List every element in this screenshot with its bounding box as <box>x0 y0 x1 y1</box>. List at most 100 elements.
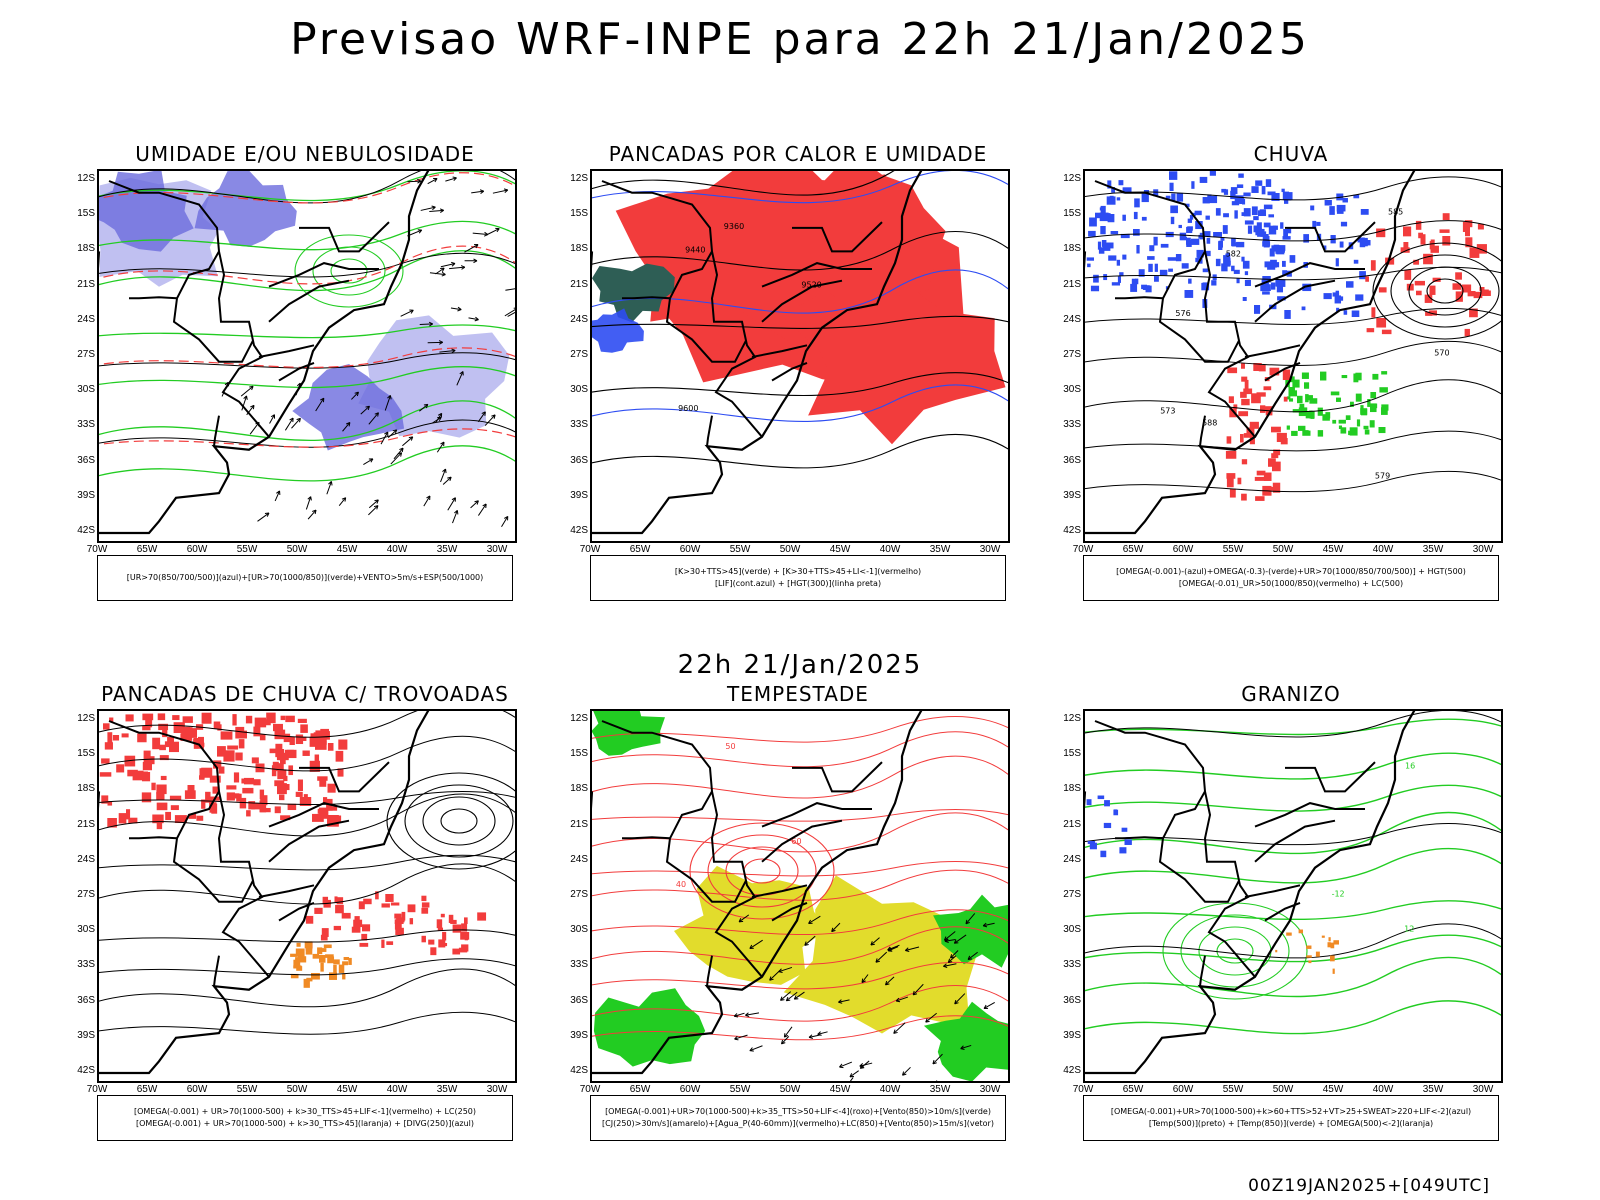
instability-area-green <box>592 263 675 323</box>
thunderstorm-area-orange <box>327 956 335 964</box>
thunderstorm-area-red <box>217 746 226 757</box>
omega-area-green <box>1299 403 1305 410</box>
omega-area-blue <box>1236 241 1245 248</box>
wind-vector <box>428 321 433 327</box>
thunderstorm-area-red <box>407 904 416 913</box>
omega-area-blue <box>1253 216 1259 221</box>
omega-area-blue <box>1099 212 1109 222</box>
thunderstorm-area-orange <box>303 978 310 988</box>
wind-vector <box>967 951 978 960</box>
rain-area-red <box>1403 242 1409 252</box>
map-canvas <box>99 711 515 1075</box>
lat-tick-label: 33S <box>1063 419 1081 431</box>
lon-tick-label: 30W <box>486 544 508 555</box>
omega-area-blue <box>1287 228 1292 234</box>
omega-area-blue <box>1194 210 1202 216</box>
thunderstorm-area-red <box>266 712 276 724</box>
wind-vector <box>423 495 431 507</box>
wind-vector <box>270 414 275 419</box>
border-line <box>771 901 808 922</box>
water-contour-red <box>592 731 1008 768</box>
wind-vector <box>429 272 446 276</box>
omega-area-blue <box>1323 293 1332 300</box>
lat-tick-label: 18S <box>570 783 588 795</box>
rain-area-red <box>1442 213 1450 220</box>
wind-vector <box>831 922 841 932</box>
thunderstorm-area-red <box>182 716 193 723</box>
lat-tick-label: 21S <box>570 818 588 830</box>
thunderstorm-area-orange <box>304 941 313 949</box>
map-canvas: 40 50 60 <box>592 711 1008 1081</box>
contour-label: 576 <box>1175 309 1190 318</box>
lon-tick-label: 50W <box>779 544 801 555</box>
panel-title: PANCADAS POR CALOR E UMIDADE <box>608 142 988 166</box>
rain-area-red <box>1403 226 1412 237</box>
omega-500-orange <box>1330 955 1335 962</box>
omega-area-green <box>1336 397 1341 402</box>
temp-500-contour <box>1085 711 1501 738</box>
thunderstorm-area-red <box>305 915 314 924</box>
contour-label: 12 <box>1404 924 1414 933</box>
omega-area-blue <box>1165 195 1171 199</box>
omega-area-blue <box>1181 263 1189 269</box>
wind-vector <box>284 417 294 431</box>
border-line <box>1115 296 1164 300</box>
wind-vector <box>780 991 792 1001</box>
wind-vector <box>392 429 398 434</box>
lat-tick-label: 33S <box>1063 959 1081 971</box>
wind-vector <box>944 931 956 941</box>
omega-area-green <box>1317 407 1323 416</box>
lon-tick-label: 40W <box>1372 544 1394 555</box>
thunderstorm-area-red <box>271 765 277 777</box>
thunderstorm-area-red <box>157 713 166 721</box>
omega-500-orange <box>1286 932 1292 936</box>
coastline <box>592 171 923 535</box>
border-line <box>601 180 763 438</box>
border-line <box>213 415 220 447</box>
coastline <box>99 171 430 535</box>
lon-tick-label: 35W <box>1422 1084 1444 1095</box>
rain-area-red <box>1233 404 1238 409</box>
wind-vector <box>464 244 479 253</box>
wind-vector <box>861 974 869 983</box>
wind-vector <box>433 178 438 183</box>
omega-area-green <box>1367 399 1371 407</box>
thunderstorm-area-red <box>395 930 403 935</box>
streamline <box>99 854 515 871</box>
map-canvas: 9600 9520 9440 9360 <box>592 171 1008 535</box>
wind-vector <box>888 946 899 952</box>
omega-area-blue <box>1118 180 1124 186</box>
wind-vector <box>440 441 445 447</box>
thunderstorm-area-red <box>363 898 372 905</box>
wind-vector <box>505 288 515 291</box>
wind-vector <box>925 1018 930 1023</box>
water-contour-red <box>689 822 835 920</box>
lat-tick-label: 39S <box>1063 489 1081 501</box>
wind-vector <box>305 496 312 510</box>
rain-area-red <box>1269 367 1280 376</box>
omega-area-blue <box>1277 296 1286 301</box>
rain-area-red <box>1263 472 1272 481</box>
lon-tick-label: 60W <box>679 1084 701 1095</box>
omega-500-orange <box>1333 940 1339 945</box>
wind-vector <box>477 503 487 516</box>
lon-tick-label: 40W <box>386 1084 408 1095</box>
thunderstorm-area-red <box>273 723 283 732</box>
omega-area-blue <box>1277 245 1286 251</box>
lifted-index-contour <box>592 384 1008 422</box>
streamline-loop <box>422 796 496 846</box>
thunderstorm-area-red <box>450 919 457 924</box>
border-line <box>108 720 270 978</box>
omega-area-blue <box>1122 214 1126 221</box>
wind-vector <box>734 1012 745 1017</box>
lat-tick-label: 36S <box>570 994 588 1006</box>
wind-vector <box>734 1035 739 1041</box>
thunderstorm-area-red <box>239 797 247 809</box>
contour-label: 570 <box>1434 348 1449 357</box>
border-line <box>1094 720 1256 978</box>
wind-vector <box>943 963 957 967</box>
rain-area-red <box>1254 476 1265 481</box>
wind-vector <box>912 990 918 996</box>
thunderstorm-area-orange <box>320 962 324 972</box>
omega-area-blue <box>1221 188 1227 193</box>
